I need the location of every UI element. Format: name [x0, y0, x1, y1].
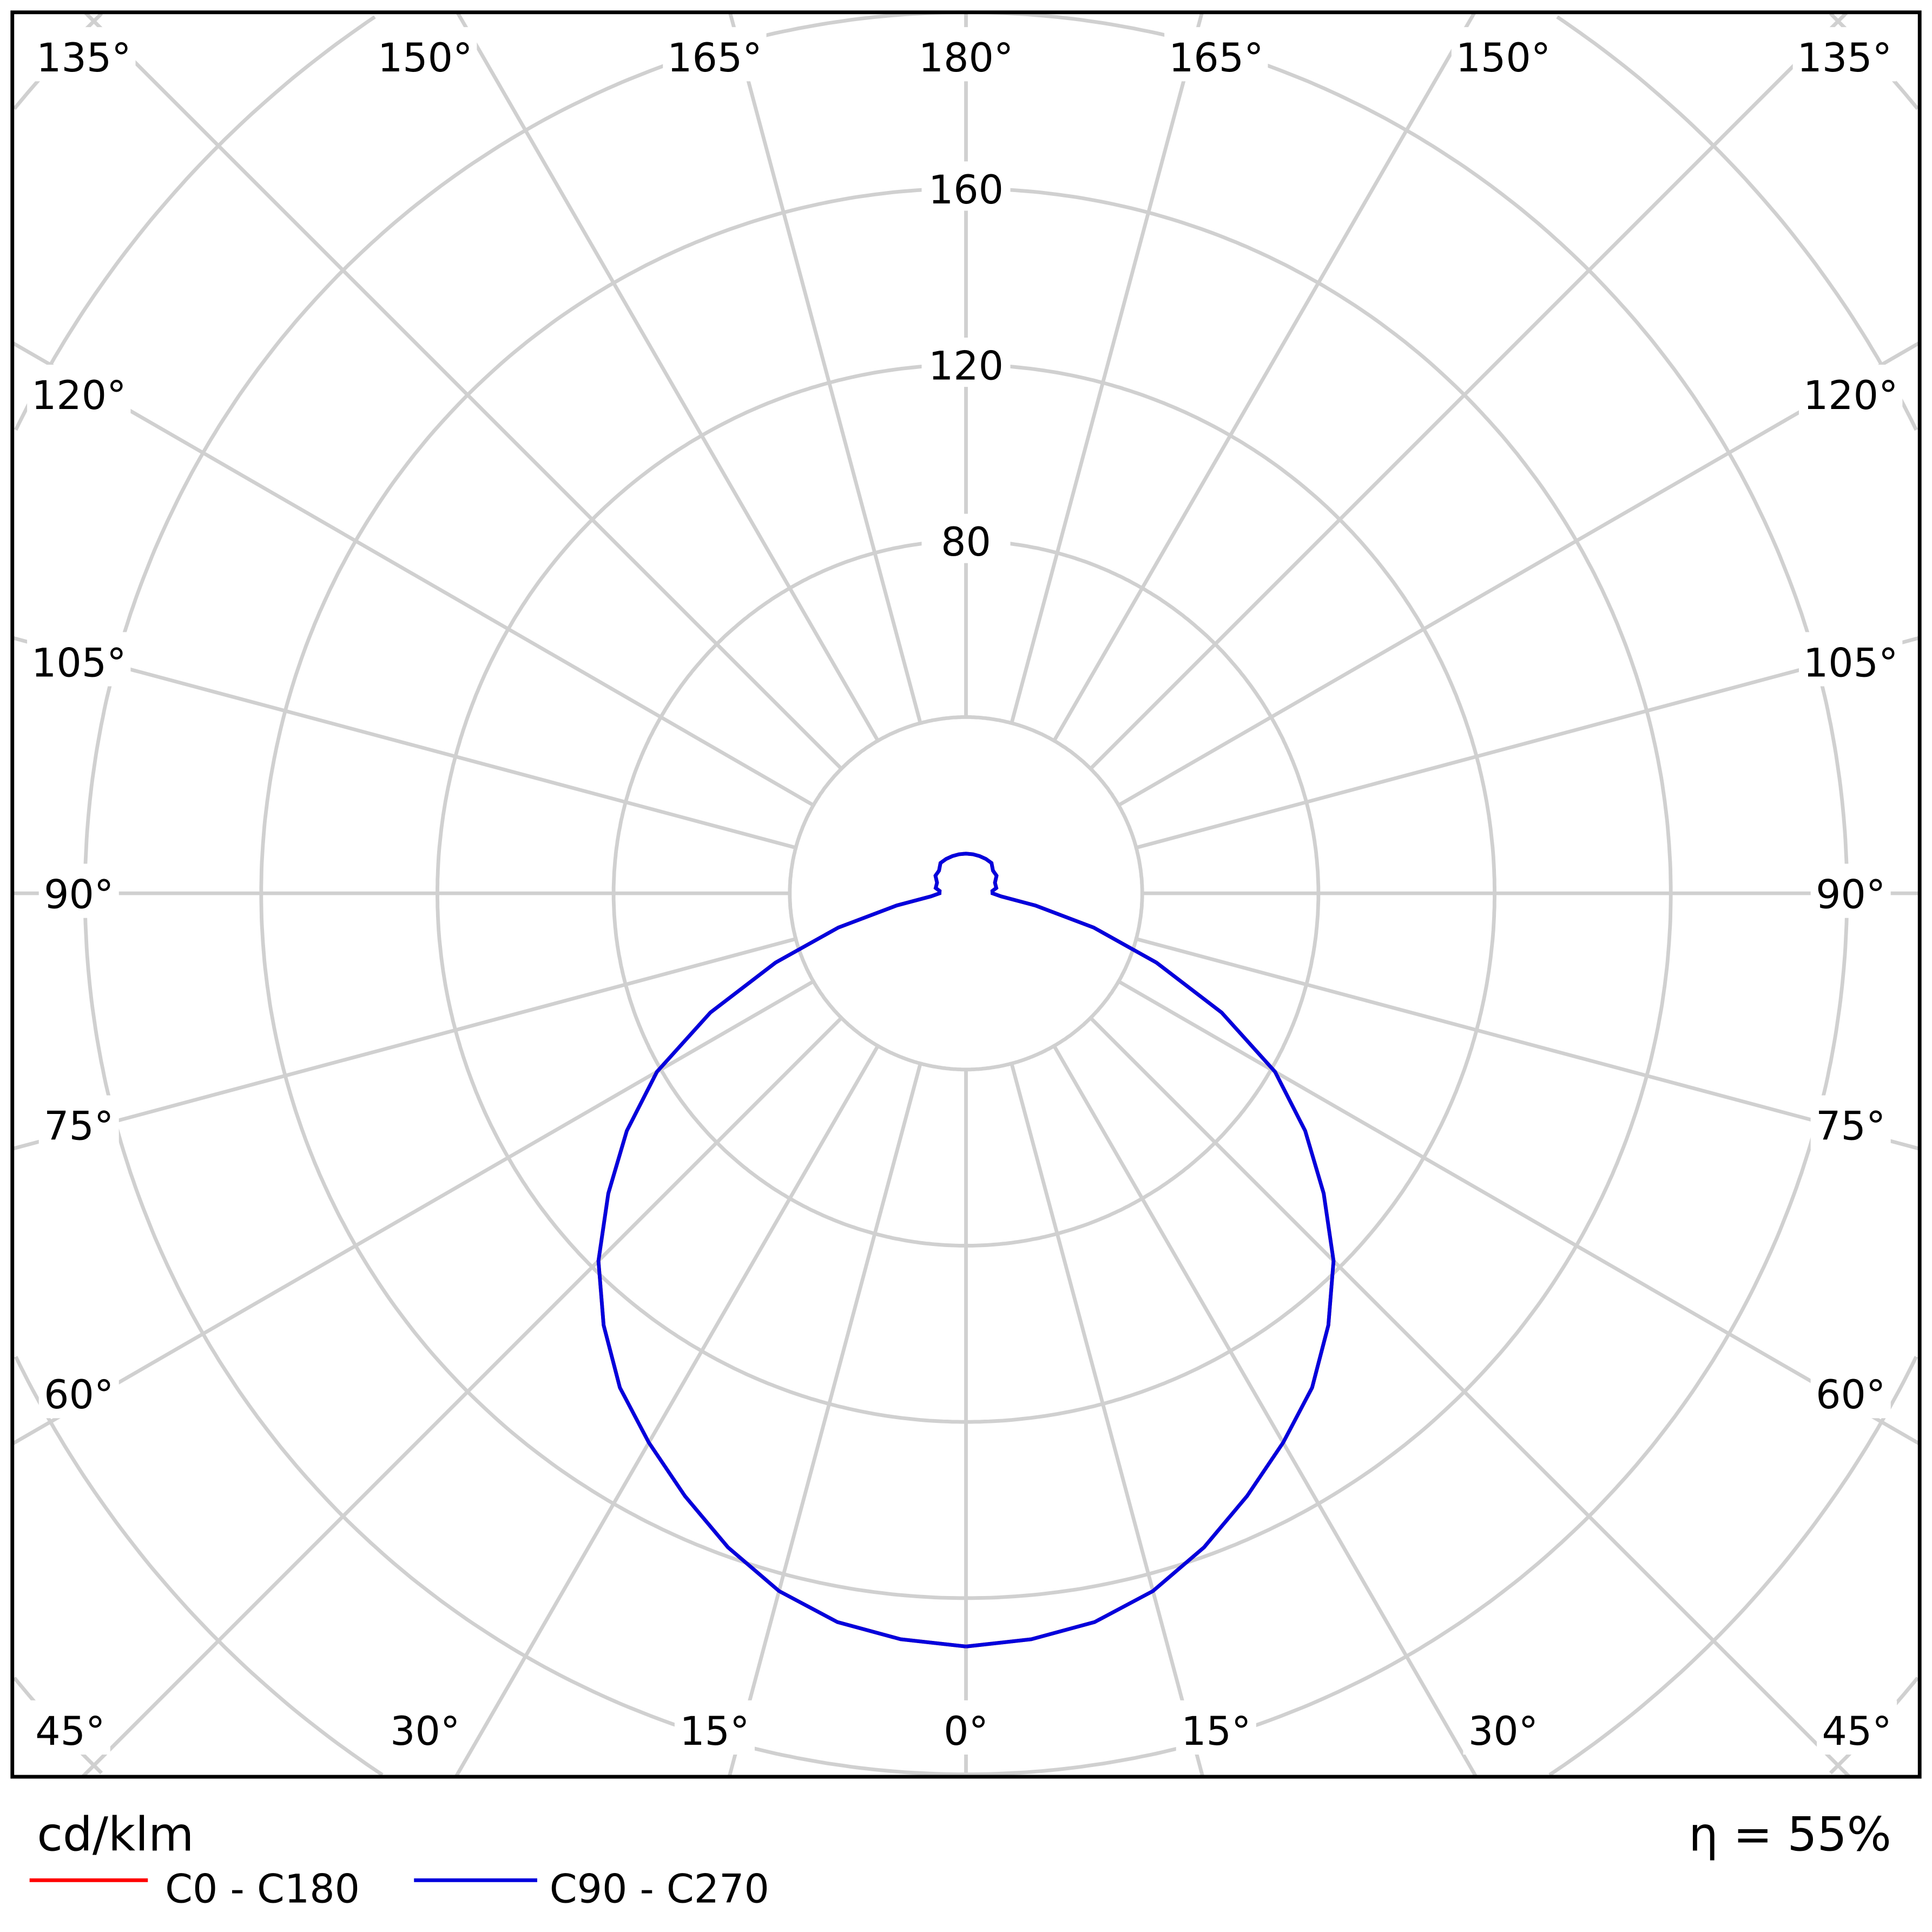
angle-label-left-1: 105°	[31, 640, 127, 686]
angle-label-bottom-4: 15°	[1181, 1709, 1251, 1755]
angle-label-top-3-bg	[914, 27, 1018, 82]
angle-label-right-3-bg	[1810, 1095, 1891, 1150]
angle-label-bottom-6: 45°	[1822, 1709, 1892, 1755]
ring-240	[1556, 15, 1918, 431]
spoke-60	[1117, 980, 1921, 1446]
angle-label-left-4-bg	[38, 1364, 119, 1419]
ring-label-160: 160	[928, 167, 1004, 213]
grid: 80 120 160	[11, 10, 1921, 1778]
efficiency-label: η = 55%	[1689, 1808, 1891, 1862]
angle-label-bottom-0-bg	[30, 1700, 110, 1755]
spoke-45	[1089, 1017, 1851, 1778]
spoke-255	[11, 636, 796, 850]
angle-label-bottom-5: 30°	[1468, 1709, 1538, 1755]
spoke-165	[1010, 11, 1204, 724]
ring-label-bg	[921, 338, 1011, 387]
angle-label-top-6-bg	[1792, 27, 1896, 82]
angle-label-bottom-3: 0°	[944, 1709, 988, 1755]
spoke-240	[11, 341, 815, 807]
angle-label-top-3: 180°	[919, 35, 1014, 81]
angle-label-bottom-6-bg	[1817, 1700, 1897, 1755]
angle-label-left-0: 120°	[31, 373, 127, 419]
angle-label-bottom-1-bg	[385, 1700, 465, 1755]
angle-label-bottom-1: 30°	[390, 1709, 460, 1755]
legend-label-c0-c180: C0 - C180	[165, 1866, 360, 1912]
ring-label-bg	[921, 513, 1011, 563]
angle-label-bottom-4-bg	[1176, 1700, 1256, 1755]
spoke-315	[81, 1017, 843, 1778]
angle-label-bottom-2-bg	[674, 1700, 755, 1755]
spoke-105	[1136, 636, 1921, 850]
angle-label-left-1-bg	[27, 632, 131, 687]
angle-label-bottom-5-bg	[1463, 1700, 1544, 1755]
angle-label-right-4-bg	[1810, 1364, 1891, 1419]
angle-label-top-4: 165°	[1169, 35, 1264, 81]
ring-240	[14, 1356, 384, 1777]
spoke-285	[11, 937, 796, 1151]
curves	[596, 852, 1336, 1649]
ring-240	[14, 15, 376, 431]
spoke-225	[83, 11, 843, 770]
angle-label-top-5: 150°	[1456, 35, 1551, 81]
angle-label-top-1-bg	[373, 27, 477, 82]
spoke-135	[1089, 11, 1849, 770]
spoke-300	[11, 980, 815, 1446]
angle-label-right-4: 60°	[1816, 1372, 1885, 1418]
ring-80	[611, 539, 1321, 1248]
angle-label-top-5-bg	[1451, 27, 1555, 82]
spoke-120	[1117, 341, 1921, 807]
angle-label-top-2: 165°	[667, 35, 762, 81]
angle-label-top-0: 135°	[36, 35, 131, 81]
curve-c90-c270	[596, 852, 1336, 1649]
angle-label-right-3: 75°	[1816, 1104, 1885, 1150]
unit-label: cd/klm	[37, 1808, 194, 1862]
angle-label-right-0: 120°	[1803, 373, 1898, 419]
angle-label-left-4: 60°	[44, 1372, 114, 1418]
ring-label-bg	[921, 161, 1011, 211]
ring-120	[436, 362, 1496, 1424]
angle-label-top-4-bg	[1164, 27, 1268, 82]
spoke-195	[728, 11, 922, 724]
spoke-15	[1010, 1063, 1205, 1777]
angle-label-bottom-3-bg	[938, 1700, 994, 1755]
angle-label-right-2: 90°	[1816, 872, 1885, 918]
spoke-345	[727, 1063, 922, 1777]
spoke-210	[456, 11, 880, 742]
spoke-150	[1052, 11, 1476, 742]
ring-label-80: 80	[941, 519, 991, 565]
angle-label-bottom-0: 45°	[35, 1709, 105, 1755]
spoke-75	[1136, 937, 1921, 1151]
angle-label-top-1: 150°	[378, 35, 473, 81]
angle-label-right-0-bg	[1799, 365, 1903, 419]
ring-label-120: 120	[928, 343, 1004, 389]
angle-label-right-1: 105°	[1803, 640, 1898, 686]
ring-240	[1548, 1356, 1918, 1777]
legend-label-c90-c270: C90 - C270	[550, 1866, 769, 1912]
plot-frame	[10, 10, 1922, 1779]
angle-label-left-3-bg	[38, 1095, 119, 1150]
angle-label-top-6: 135°	[1797, 35, 1893, 81]
angle-labels: 135° 150° 165° 180° 165° 150° 135° 45° 30° 15° 0° 1…	[27, 27, 1903, 1755]
angle-label-top-2-bg	[663, 27, 767, 82]
angle-label-left-2: 90°	[44, 872, 114, 918]
ring-160	[259, 187, 1673, 1600]
angle-label-bottom-2: 15°	[680, 1709, 749, 1755]
angle-label-right-1-bg	[1799, 632, 1903, 687]
angle-label-top-0-bg	[32, 27, 136, 82]
ring-40	[788, 715, 1144, 1072]
angle-label-left-0-bg	[27, 365, 131, 419]
angle-label-left-2-bg	[38, 863, 119, 918]
angle-label-left-3: 75°	[44, 1104, 114, 1150]
angle-label-right-2-bg	[1810, 863, 1891, 918]
